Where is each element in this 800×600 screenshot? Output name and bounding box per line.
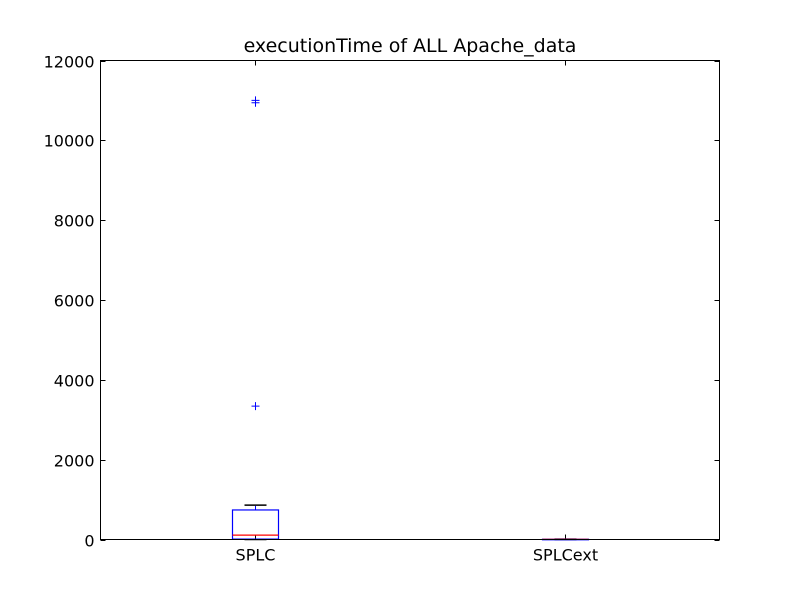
y-tick-label: 6000 <box>54 292 95 311</box>
chart-title: executionTime of ALL Apache_data <box>244 35 577 57</box>
y-tick-label: 8000 <box>54 212 95 231</box>
plot-frame <box>100 60 720 540</box>
flier-point <box>251 402 260 411</box>
y-tick-label: 10000 <box>44 132 95 151</box>
y-tick-label: 2000 <box>54 452 95 471</box>
y-tick-label: 12000 <box>44 53 95 72</box>
flier-point <box>251 96 260 105</box>
y-tick-label: 4000 <box>54 372 95 391</box>
x-tick-label: SPLCext <box>533 546 598 565</box>
y-tick-label: 0 <box>84 532 94 551</box>
x-tick-label: SPLC <box>236 546 276 565</box>
